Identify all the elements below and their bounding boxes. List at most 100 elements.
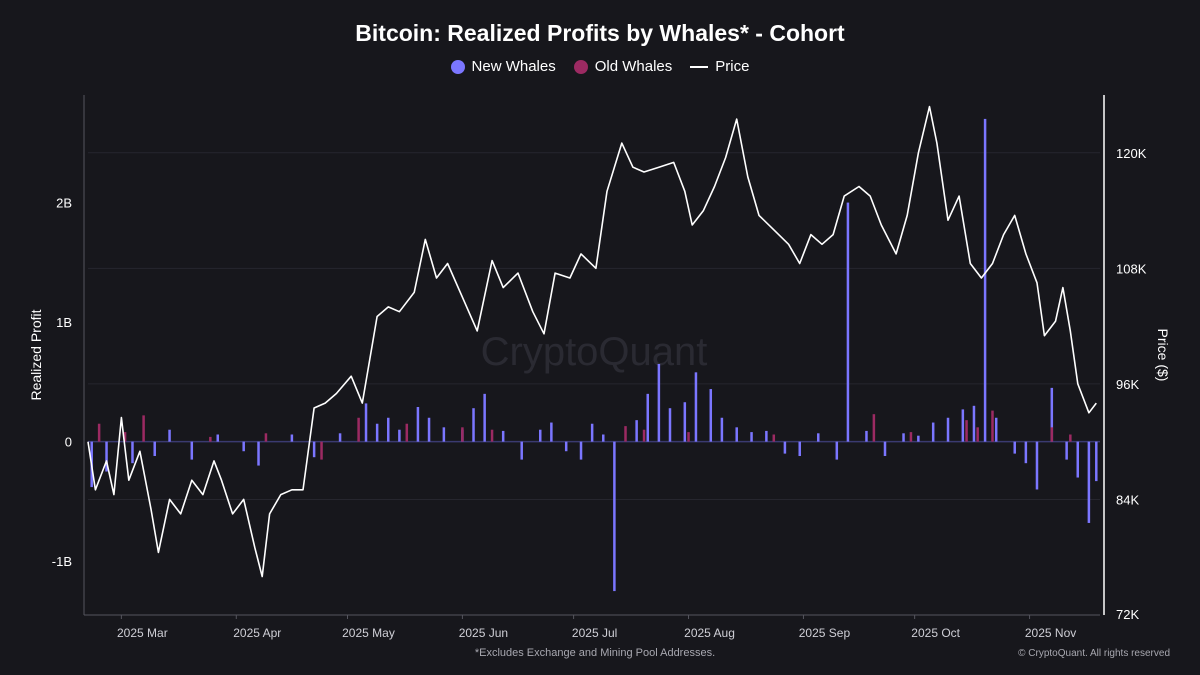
bar-new-whales (520, 441, 523, 460)
bar-new-whales (1013, 441, 1016, 454)
copyright: © CryptoQuant. All rights reserved (1018, 648, 1170, 659)
bar-new-whales (398, 429, 401, 442)
bar-old-whales (490, 429, 494, 442)
y-axis-right-label: Price ($) (1155, 329, 1171, 382)
bar-new-whales (1035, 441, 1039, 490)
bar-new-whales (798, 441, 801, 457)
bar-new-whales (472, 408, 475, 442)
bar-new-whales (290, 434, 294, 442)
bar-new-whales (668, 408, 672, 442)
bar-new-whales (190, 441, 194, 460)
y-right-tick-label: 108K (1116, 261, 1147, 276)
y-left-tick-label: 2B (56, 196, 72, 211)
bar-new-whales (416, 407, 420, 442)
bar-new-whales (153, 441, 156, 457)
bar-new-whales (720, 417, 724, 442)
bar-new-whales (694, 372, 698, 442)
bar-new-whales (105, 441, 108, 472)
bar-new-whales (483, 393, 486, 442)
y-right-tick-label: 84K (1116, 492, 1139, 507)
bar-new-whales (709, 389, 713, 442)
bar-new-whales (427, 417, 431, 442)
legend-swatch-new-whales-icon (450, 59, 465, 74)
x-tick-label: 2025 Sep (799, 626, 851, 640)
bar-old-whales (405, 423, 409, 442)
bar-new-whales (946, 417, 950, 442)
bar-new-whales (1065, 441, 1068, 460)
bar-new-whales (635, 420, 638, 442)
x-tick-label: 2025 Jun (459, 626, 508, 640)
bar-old-whales (320, 441, 323, 460)
x-tick-label: 2025 Apr (233, 626, 281, 640)
bar-new-whales (883, 441, 887, 457)
bar-new-whales (1050, 387, 1054, 442)
bar-new-whales (846, 202, 850, 442)
bar-old-whales (1069, 434, 1072, 442)
x-tick-label: 2025 Jul (572, 626, 617, 640)
y-left-tick-label: 0 (65, 435, 72, 450)
legend-label-new-whales: New Whales (471, 58, 556, 75)
y-right-tick-label: 96K (1116, 377, 1139, 392)
bar-new-whales (564, 441, 568, 452)
legend-swatch-old-whales-icon (573, 59, 588, 74)
x-tick-label: 2025 Aug (684, 626, 735, 640)
bar-new-whales (917, 435, 920, 442)
bar-old-whales (97, 423, 101, 442)
bar-new-whales (131, 441, 134, 464)
legend-item-price[interactable]: Price (690, 58, 749, 75)
y-left-tick-label: -1B (52, 554, 72, 569)
bar-old-whales (357, 417, 360, 442)
bar-new-whales (168, 429, 171, 442)
y-right-tick-label: 120K (1116, 146, 1147, 161)
bar-old-whales (624, 426, 627, 442)
y-axis-left-label: Realized Profit (28, 309, 44, 400)
y-right-tick-label: 72K (1116, 607, 1139, 622)
bar-new-whales (765, 430, 768, 442)
bar-new-whales (501, 430, 505, 442)
bar-new-whales (961, 409, 965, 442)
x-tick-label: 2025 Mar (117, 626, 168, 640)
chart-legend: New Whales Old Whales Price (0, 58, 1200, 75)
bar-new-whales (735, 427, 738, 442)
bar-old-whales (976, 427, 979, 442)
bar-old-whales (123, 432, 127, 442)
bar-new-whales (538, 429, 542, 442)
bar-new-whales (216, 434, 219, 442)
bar-new-whales (550, 422, 553, 442)
legend-item-new-whales[interactable]: New Whales (450, 58, 556, 75)
legend-label-price: Price (715, 58, 750, 75)
bar-old-whales (991, 410, 994, 442)
legend-swatch-price-icon (690, 65, 709, 68)
price-line (87, 105, 1097, 578)
bar-new-whales (783, 441, 787, 454)
bar-old-whales (209, 436, 212, 442)
bar-new-whales (1024, 441, 1028, 464)
x-tick-label: 2025 Oct (911, 626, 960, 640)
bar-new-whales (364, 403, 368, 442)
bar-new-whales (683, 402, 687, 442)
bar-new-whales (835, 441, 839, 460)
bar-new-whales (817, 433, 820, 442)
bar-new-whales (338, 433, 342, 442)
bar-old-whales (772, 434, 776, 442)
bar-new-whales (1087, 441, 1091, 523)
legend-item-old-whales[interactable]: Old Whales (573, 58, 672, 75)
chart-title: Bitcoin: Realized Profits by Whales* - C… (355, 20, 845, 46)
bar-new-whales (1095, 441, 1098, 482)
bar-new-whales (387, 417, 390, 442)
bar-old-whales (264, 433, 268, 442)
x-tick-label: 2025 May (342, 626, 395, 640)
bar-new-whales (375, 423, 379, 442)
bar-old-whales (642, 429, 646, 442)
bar-new-whales (1076, 441, 1080, 478)
bar-new-whales (257, 441, 260, 466)
bar-old-whales (687, 432, 690, 442)
bar-new-whales (750, 432, 753, 442)
bar-old-whales (872, 414, 876, 442)
bar-old-whales (909, 432, 913, 442)
bar-new-whales (442, 427, 446, 442)
bar-new-whales (242, 441, 245, 452)
bar-new-whales (602, 434, 605, 442)
bar-old-whales (142, 415, 145, 442)
